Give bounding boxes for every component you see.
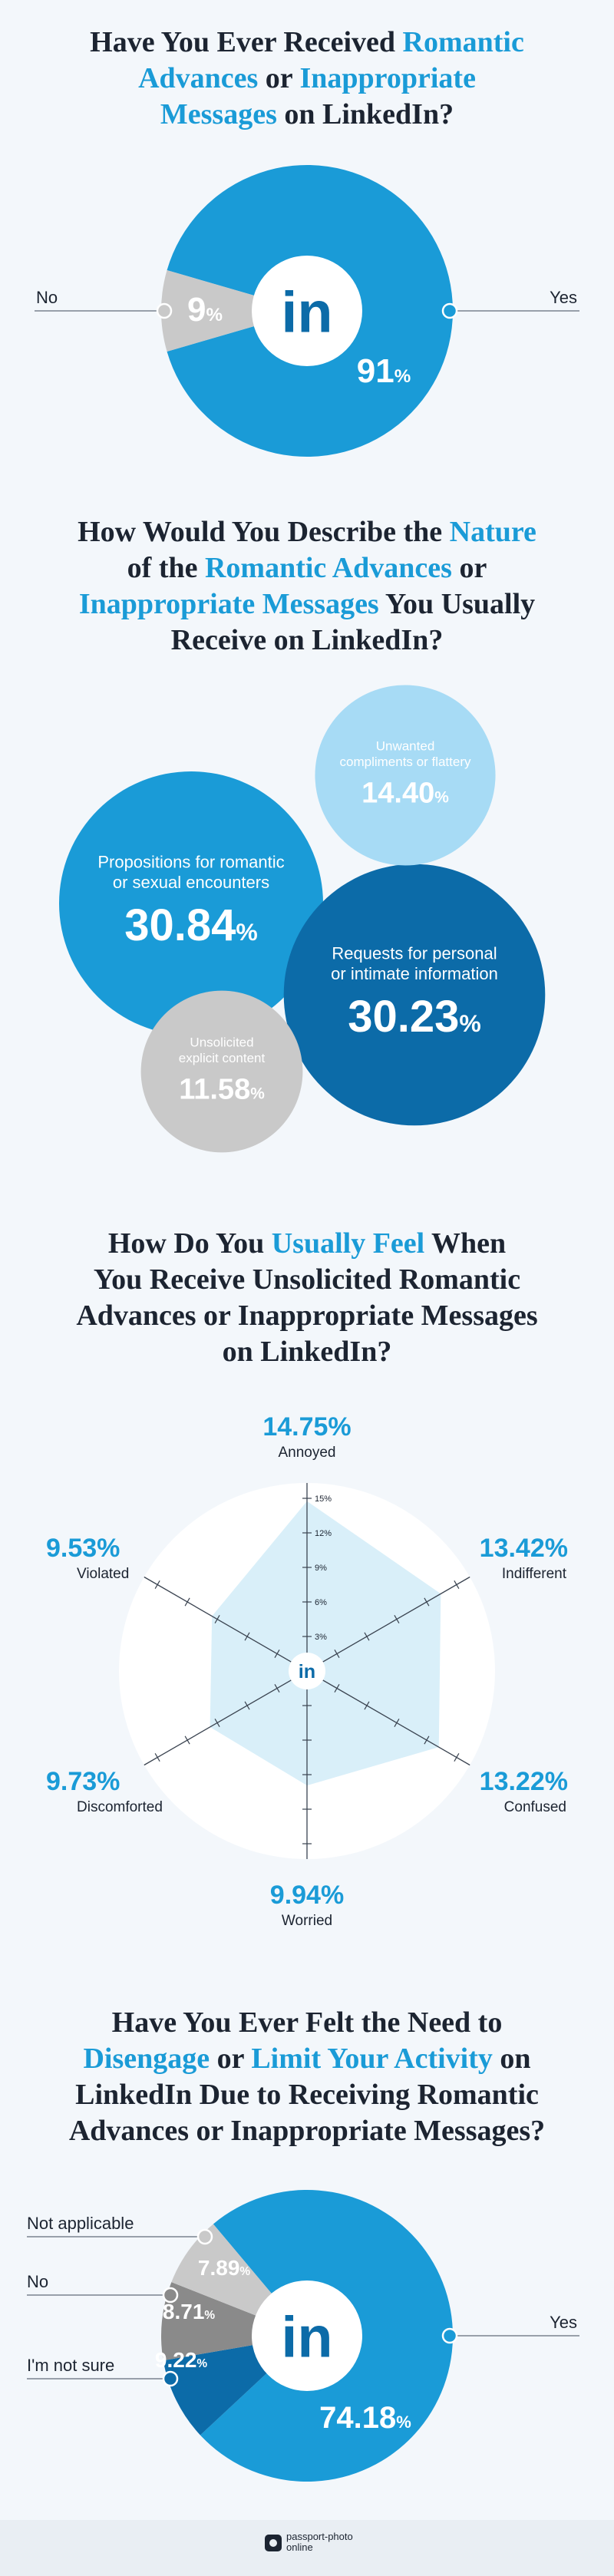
radar-value-indifferent: 13.42% [480,1534,568,1563]
radar-tick-label: 6% [315,1598,327,1607]
radar-tick [214,1719,220,1727]
radar-axis-violated [144,1576,308,1672]
bubble-3-label-line: Unsolicited [190,1035,253,1049]
q1-title: Have You Ever Received Romantic Advances … [90,26,524,130]
bubble-1 [283,864,546,1126]
footer: passport-photo online [0,2520,614,2576]
radar-label-discomforted: Discomforted [77,1799,163,1815]
value-label-no: 8.71% [163,2300,216,2323]
radar-value-worried: 9.94% [270,1881,344,1910]
radar-label-annoyed: Annoyed [278,1445,335,1461]
bubble-2-label-line: Unwanted [376,738,435,753]
radar-tick [394,1615,400,1623]
radar-tick [244,1632,250,1641]
radar-tick [214,1615,220,1623]
radar-label-indifferent: Indifferent [502,1566,567,1582]
radar-tick [154,1753,160,1762]
radar-tick-label: 9% [315,1564,327,1573]
bubble-2 [315,685,496,866]
bubble-2-label-line: compliments or flattery [340,755,471,769]
bubble-1-label-line: or intimate information [331,964,498,983]
bubble-2-value: 14.40% [361,778,449,810]
bubble-0-label-line: Propositions for romantic [97,852,284,871]
radar-axis-discomforted [144,1670,308,1766]
footer-brand: passport-photo online [286,2531,353,2553]
callout-yes-label: Yes [550,288,577,307]
radar-tick-label: 3% [315,1633,327,1642]
radar-axis-confused [306,1670,470,1766]
radar-tick [424,1735,430,1745]
radar-tick [184,1735,190,1745]
callout-yes-2-label: Yes [550,2313,577,2332]
linkedin-logo-icon-radar: in [299,1661,315,1683]
callout-no-dot [156,302,173,319]
radar-tick [364,1701,370,1710]
radar-tick [424,1597,430,1607]
callout-yes-dot [441,302,458,319]
q3-title: How Do You Usually Feel When You Receive … [76,1227,538,1368]
camera-icon [265,2535,282,2551]
bubble-1-value: 30.23% [348,992,481,1042]
radar-tick-label: 12% [315,1529,332,1538]
radar-tick [454,1580,460,1589]
radar-label-violated: Violated [77,1566,129,1582]
pie-chart-disengage: in 74.18% 9.22% 8.71% 7.89% Yes I'm not sure No… [27,2190,579,2482]
radar-tick [394,1719,400,1727]
radar-label-confused: Confused [504,1799,566,1815]
radar-value-confused: 13.22% [480,1767,568,1796]
radar-tick [274,1684,280,1693]
radar-tick [334,1650,340,1658]
radar-tick [364,1632,370,1641]
radar-tick [244,1701,250,1710]
callout-no-label: No [36,288,58,307]
callout-not-sure-dot [162,2370,179,2387]
callout-yes-2-dot [441,2327,458,2344]
linkedin-logo-icon-radar-circle [289,1653,325,1689]
radar-label-worried: Worried [282,1913,332,1929]
pie-slice-no [161,269,307,352]
radar-axis-indifferent [306,1576,470,1672]
bubble-0-label-line: or sexual encounters [113,873,269,892]
q4-title: Have You Ever Felt the Need to Disengage … [68,2006,546,2147]
radar-tick [274,1650,280,1658]
value-label-not-sure: 9.22% [155,2348,208,2372]
callout-no-2-dot [162,2287,179,2304]
radar-value-discomforted: 9.73% [46,1767,120,1796]
bubble-chart-nature: Propositions for romantic or sexual encou… [59,685,546,1153]
callout-not-applicable-dot [196,2228,213,2245]
bubble-1-label-line: Requests for personal [332,943,497,963]
q2-title: How Would You Describe the Nature of the … [78,516,536,656]
bubble-0 [59,771,323,1035]
radar-tick-label: 15% [315,1494,332,1504]
bubble-3-label-line: explicit content [179,1051,266,1065]
value-label-yes: 74.18% [319,2401,411,2435]
linkedin-logo-icon-2-circle [252,2280,362,2391]
radar-chart-feelings: 3% 6% 9% 12% 15% in 14.75% Annoyed 13.42% Indiffe… [46,1412,568,1929]
radar-tick [154,1580,160,1589]
pie-chart-received: in 9% 91% No Yes [35,165,579,457]
value-label-not-applicable: 7.89% [198,2256,251,2280]
radar-tick [334,1684,340,1693]
callout-not-applicable-label: Not applicable [27,2214,134,2233]
value-label-no: 9% [187,291,223,329]
bubble-3-value: 11.58% [179,1074,265,1106]
radar-value-annoyed: 14.75% [262,1412,351,1442]
linkedin-logo-icon-circle [252,256,362,366]
callout-not-sure-label: I'm not sure [27,2356,114,2375]
radar-value-violated: 9.53% [46,1534,120,1563]
radar-tick [454,1753,460,1762]
callout-no-2-label: No [27,2272,48,2291]
bubble-0-value: 30.84% [124,900,258,950]
linkedin-logo-icon-2: in [281,2305,332,2370]
linkedin-logo-icon: in [281,280,332,345]
radar-tick [184,1597,190,1607]
bubble-3 [140,990,303,1153]
value-label-yes: 91% [357,352,411,390]
